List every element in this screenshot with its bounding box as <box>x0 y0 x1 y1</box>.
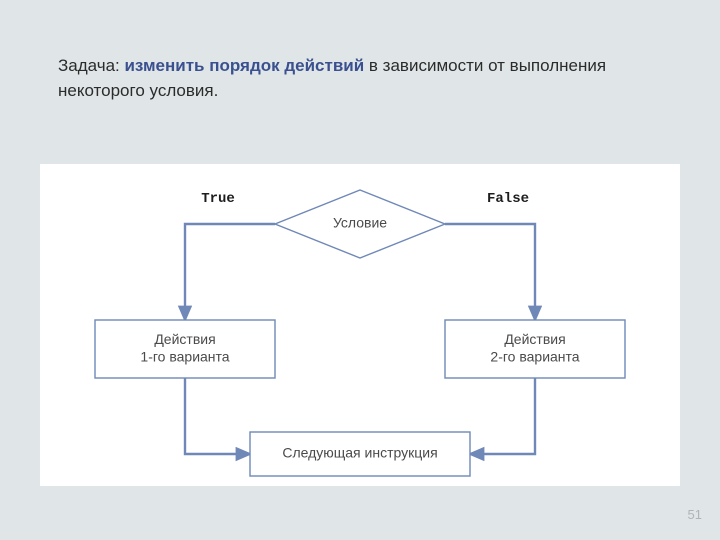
edge-label: False <box>487 191 529 207</box>
edge-label: True <box>201 191 235 207</box>
node-label: Условие <box>333 215 387 231</box>
flowchart-svg: TrueFalseУсловиеДействия1-го вариантаДей… <box>40 164 680 486</box>
flow-edge <box>470 378 535 454</box>
header-region: Задача: изменить порядок действий в зави… <box>0 0 720 164</box>
flow-edge <box>445 224 535 320</box>
diagram-panel: TrueFalseУсловиеДействия1-го вариантаДей… <box>40 164 680 486</box>
task-prefix: Задача: <box>58 56 124 75</box>
node-label: Следующая инструкция <box>282 445 437 461</box>
node-label: 2-го варианта <box>490 348 579 364</box>
task-text: Задача: изменить порядок действий в зави… <box>58 54 660 103</box>
page-number: 51 <box>688 507 702 522</box>
node-label: Действия <box>504 331 565 347</box>
task-emph: изменить порядок действий <box>124 56 364 75</box>
flow-edge <box>185 224 275 320</box>
node-label: Действия <box>154 331 215 347</box>
flow-edge <box>185 378 250 454</box>
node-label: 1-го варианта <box>140 348 229 364</box>
